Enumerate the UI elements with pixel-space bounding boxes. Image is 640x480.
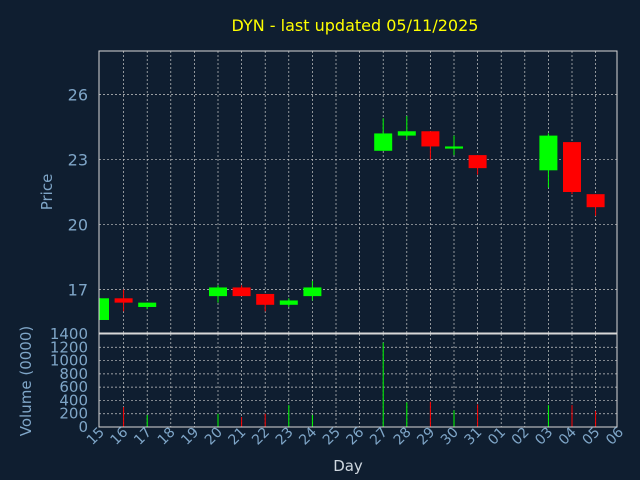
price-tick-label: 23 (68, 150, 88, 169)
candle (539, 133, 558, 188)
candle (445, 135, 463, 156)
candle (303, 280, 322, 301)
volume-grid (99, 334, 617, 427)
candle-body (209, 287, 227, 297)
day-tick-label: 16 (108, 424, 132, 448)
candle-body (586, 194, 605, 208)
candle (374, 118, 393, 151)
volume-tick-label: 200 (59, 405, 88, 423)
candle-body (279, 300, 298, 305)
volume-tick-label: 1400 (50, 325, 88, 343)
candle-body (563, 142, 581, 192)
day-tick-label: 19 (178, 425, 202, 449)
day-tick-label: 28 (391, 425, 415, 449)
day-tick-label: 02 (509, 425, 533, 449)
day-tick-label: 25 (320, 425, 344, 449)
candle-body (99, 298, 109, 320)
volume-panel-frame (98, 333, 618, 428)
price-panel-frame (98, 50, 618, 334)
candle-body (138, 302, 157, 307)
day-tick-label: 01 (485, 425, 509, 449)
day-tick-labels: 15 16 17 18 19 20 21 22 23 24 25 26 27 28 29 30 31 01 02 03… (84, 424, 627, 448)
price-tick-labels: 17 20 23 26 (68, 85, 88, 299)
candle-body (539, 135, 558, 171)
price-tick-label: 20 (68, 216, 88, 235)
day-tick-label: 29 (414, 425, 438, 449)
day-tick-label: 20 (202, 425, 226, 449)
day-tick-label: 18 (155, 425, 179, 449)
price-tick-label: 17 (68, 281, 88, 300)
candle-body (232, 287, 251, 297)
day-tick-label: 21 (226, 425, 250, 449)
candle-body (445, 146, 463, 149)
volume-axis-label: Volume (0000) (17, 326, 35, 436)
price-tick-label: 26 (68, 85, 88, 104)
day-tick-label: 05 (580, 425, 604, 449)
volume-tick-label: 600 (59, 378, 88, 396)
day-tick-label: 24 (296, 424, 320, 448)
candle (209, 285, 227, 303)
candles (99, 116, 605, 320)
candle-body (421, 131, 440, 147)
candle (397, 116, 416, 140)
candle-body (303, 287, 322, 297)
day-tick-label: 26 (344, 424, 368, 448)
day-tick-label: 04 (556, 424, 580, 448)
day-tick-label: 31 (462, 425, 486, 449)
candle-body (468, 155, 487, 169)
candle (232, 285, 251, 297)
day-tick-label: 17 (131, 425, 155, 449)
volume-tick-label: 1200 (50, 338, 88, 356)
candle (421, 131, 440, 160)
chart-title: DYN - last updated 05/11/2025 (232, 16, 479, 35)
day-tick-label: 06 (603, 424, 627, 448)
candle (138, 302, 157, 310)
candle (99, 298, 109, 320)
candle (279, 298, 298, 307)
candle-body (256, 293, 275, 305)
candle (468, 155, 487, 175)
candle (586, 194, 605, 216)
candle-body (397, 131, 416, 136)
day-tick-label: 30 (438, 425, 462, 449)
candle (114, 289, 133, 312)
price-grid (99, 51, 617, 333)
volume-tick-label: 800 (59, 365, 88, 383)
day-tick-label: 03 (532, 425, 556, 449)
day-tick-label: 22 (249, 425, 273, 449)
candle-body (374, 133, 393, 151)
volume-tick-label: 1000 (50, 352, 88, 370)
day-tick-label: 23 (273, 425, 297, 449)
price-axis-label: Price (38, 174, 56, 211)
volume-bars (123, 342, 597, 427)
day-axis-label: Day (333, 457, 363, 475)
volume-tick-label: 0 (78, 418, 88, 436)
candle-body (114, 298, 133, 303)
volume-tick-label: 400 (59, 391, 88, 409)
day-tick-label: 27 (367, 425, 391, 449)
candle (256, 293, 275, 312)
candle (563, 142, 581, 195)
